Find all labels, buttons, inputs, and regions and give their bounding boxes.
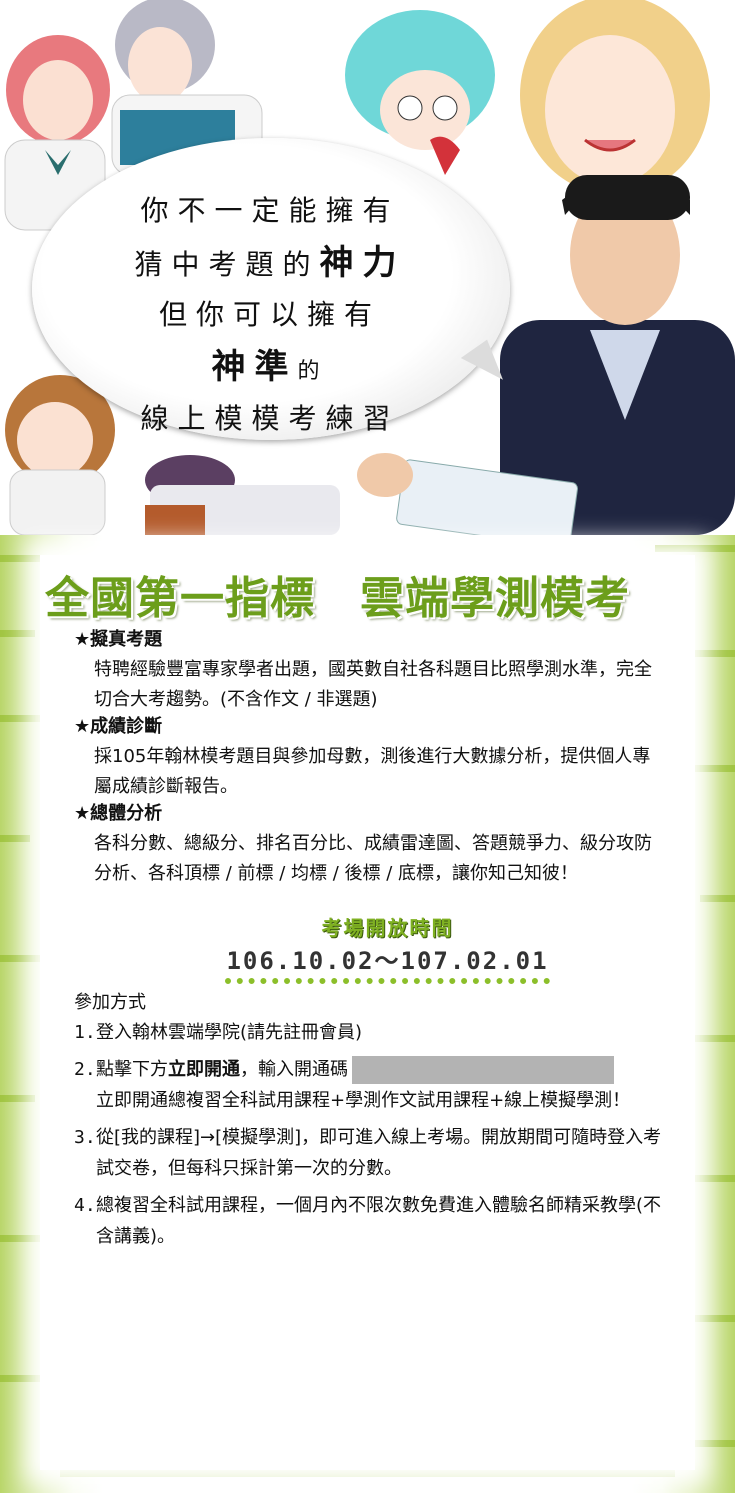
activation-code-redacted xyxy=(352,1056,614,1084)
feature-section-diagnosis: ★成績診斷 採105年翰林模考題目與參加母數，測後進行大數據分析，提供個人專屬成… xyxy=(74,712,664,802)
page-title: 全國第一指標 雲端學測模考 xyxy=(45,573,630,624)
step-text-cont: 立即開通總複習全科試用課程+學測作文試用課程+線上模擬學測！ xyxy=(96,1090,631,1111)
exam-period-label: 考場開放時間 xyxy=(321,916,454,940)
hero-illustration: 你不一定能擁有 猜中考題的神力 但你可以擁有 神準的 線上模模考練習 xyxy=(0,0,735,535)
character-pink-hair-girl xyxy=(4,35,110,231)
bubble-emphasis-accurate: 神準 xyxy=(211,347,298,387)
step-number: 4. xyxy=(74,1195,96,1216)
bubble-line-2: 猜中考題的神力 xyxy=(90,237,450,289)
step-text: 總複習全科試用課程，一個月內不限次數免費進入體驗名師精采教學(不含講義)。 xyxy=(96,1195,662,1247)
feature-body: 採105年翰林模考題目與參加母數，測後進行大數據分析，提供個人專屬成績診斷報告。 xyxy=(94,746,651,797)
speech-bubble xyxy=(32,138,510,440)
character-cyan-hair-boy xyxy=(345,10,495,175)
feature-heading: ★擬真考題 xyxy=(74,629,163,650)
bubble-line-2-text: 猜中考題的 xyxy=(134,248,320,281)
content-panel xyxy=(40,555,695,1470)
activate-now-link[interactable]: 立即開通 xyxy=(168,1059,240,1080)
feature-section-realistic: ★擬真考題 特聘經驗豐富專家學者出題，國英數自社各科題目比照學測水準，完全切合大… xyxy=(74,625,664,715)
stripe-decoration xyxy=(690,1440,735,1447)
stripe-decoration xyxy=(680,1315,735,1322)
step-text: 點擊下方立即開通，輸入開通碼立即開通總複習全科試用課程+學測作文試用課程+線上模… xyxy=(96,1054,674,1116)
step-text: 登入翰林雲端學院(請先註冊會員) xyxy=(96,1022,363,1043)
step-number: 2. xyxy=(74,1059,96,1080)
hero-characters-illustration xyxy=(4,0,735,535)
feature-section-analysis: ★總體分析 各科分數、總級分、排名百分比、成績雷達圖、答題競爭力、級分攻防分析、… xyxy=(74,799,664,889)
list-item: 3. 從[我的課程]→[模擬學測]，即可進入線上考場。開放期間可隨時登入考試交卷… xyxy=(74,1122,674,1184)
stripe-decoration xyxy=(655,545,735,552)
stripe-decoration xyxy=(700,895,735,902)
step-text: 從[我的課程]→[模擬學測]，即可進入線上考場。開放期間可隨時登入考試交卷，但每… xyxy=(96,1127,662,1179)
bubble-line-4: 神準的 xyxy=(90,341,450,393)
stripe-decoration xyxy=(695,650,735,657)
stripe-decoration xyxy=(60,1470,675,1477)
step-number: 1. xyxy=(74,1022,96,1043)
step-number: 3. xyxy=(74,1127,96,1148)
step-text-pre: 點擊下方 xyxy=(96,1059,168,1080)
character-sleeping-student xyxy=(145,455,340,535)
stripe-decoration xyxy=(0,1375,40,1382)
feature-heading: ★成績診斷 xyxy=(74,716,163,737)
join-steps-list: 1. 登入翰林雲端學院(請先註冊會員) 2. 點擊下方立即開通，輸入開通碼立即開… xyxy=(74,1017,674,1258)
step-text-post: ，輸入開通碼 xyxy=(240,1059,348,1080)
bubble-line-5: 線上模模考練習 xyxy=(140,402,400,435)
character-brown-hair-girl xyxy=(5,375,115,535)
bubble-text: 你不一定能擁有 猜中考題的神力 但你可以擁有 神準的 線上模模考練習 xyxy=(90,185,450,445)
stripe-decoration xyxy=(0,630,35,637)
stripe-decoration xyxy=(680,765,735,772)
character-blonde-girl xyxy=(520,0,710,195)
exam-period-dates: 106.10.02～107.02.01 xyxy=(225,941,550,984)
join-method-title: 參加方式 xyxy=(74,992,146,1013)
stripe-decoration xyxy=(695,1175,735,1182)
list-item: 2. 點擊下方立即開通，輸入開通碼立即開通總複習全科試用課程+學測作文試用課程+… xyxy=(74,1054,674,1116)
stripe-decoration xyxy=(0,1095,35,1102)
stripe-decoration xyxy=(0,955,45,962)
exam-period: 考場開放時間 106.10.02～107.02.01 xyxy=(225,912,550,984)
stripe-decoration xyxy=(0,715,50,722)
list-item: 4. 總複習全科試用課程，一個月內不限次數免費進入體驗名師精采教學(不含講義)。 xyxy=(74,1190,674,1252)
list-item: 1. 登入翰林雲端學院(請先註冊會員) xyxy=(74,1017,674,1048)
bubble-line-1: 你不一定能擁有 xyxy=(140,194,400,227)
stripe-decoration xyxy=(685,1035,735,1042)
stripe-decoration xyxy=(0,835,30,842)
stripe-decoration xyxy=(0,1235,50,1242)
feature-body: 各科分數、總級分、排名百分比、成績雷達圖、答題競爭力、級分攻防分析、各科頂標 /… xyxy=(94,833,652,884)
stripe-decoration xyxy=(0,555,60,562)
character-student-photo xyxy=(357,175,735,535)
feature-body: 特聘經驗豐富專家學者出題，國英數自社各科題目比照學測水準，完全切合大考趨勢。(不… xyxy=(94,659,652,710)
bubble-line-3: 但你可以擁有 xyxy=(158,298,381,331)
bubble-line-4-text: 的 xyxy=(297,359,329,384)
bubble-emphasis-power: 神力 xyxy=(319,243,406,283)
feature-heading: ★總體分析 xyxy=(74,803,163,824)
